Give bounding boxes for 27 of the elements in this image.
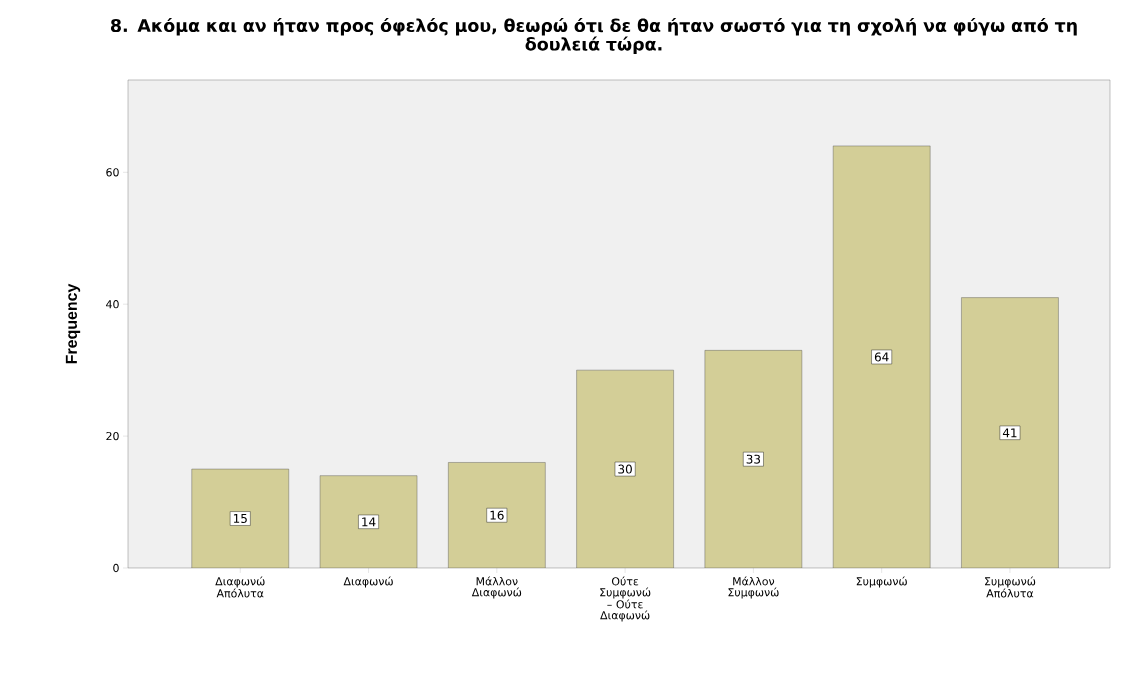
x-tick-label: Διαφωνώ: [343, 576, 393, 588]
y-axis-title: Frequency: [65, 283, 81, 364]
y-tick-label: 20: [106, 431, 119, 441]
bar: [319, 475, 418, 568]
x-tick-label: Συμφωνώ Απόλυτα: [985, 576, 1036, 598]
x-tick-label: Συμφωνώ: [856, 576, 907, 588]
bar: [191, 468, 289, 568]
bar: [832, 145, 931, 568]
data-label: 33: [746, 454, 761, 464]
data-label: 14: [362, 517, 376, 527]
data-label: 15: [233, 514, 247, 523]
data-label: 30: [618, 464, 632, 474]
x-tick-label: Διαφωνώ Απόλυτα: [215, 576, 265, 598]
bar: [961, 297, 1059, 568]
bar: [704, 350, 803, 568]
bar: [448, 462, 546, 568]
bar: [576, 369, 674, 568]
y-tick-label: 60: [106, 168, 119, 177]
x-tick-label: Μάλλον Συμφωνώ: [728, 576, 779, 599]
x-tick-label: Μάλλον Διαφωνώ: [471, 576, 522, 599]
y-tick-label: 0: [113, 563, 119, 573]
data-label: 16: [490, 510, 504, 520]
y-tick-label: 40: [106, 300, 119, 309]
data-label: 64: [874, 352, 889, 362]
data-label: 41: [1002, 428, 1017, 438]
x-tick-label: Ούτε Συμφωνώ – Ούτε Διαφωνώ: [600, 576, 651, 622]
chart-title: 8. Ακόμα και αν ήταν προς όφελός μου, θεωρώ ότι δε θα ήταν σωστό για τη σχολή να φύγω από τη δουλειά τώρα.: [110, 17, 1077, 55]
